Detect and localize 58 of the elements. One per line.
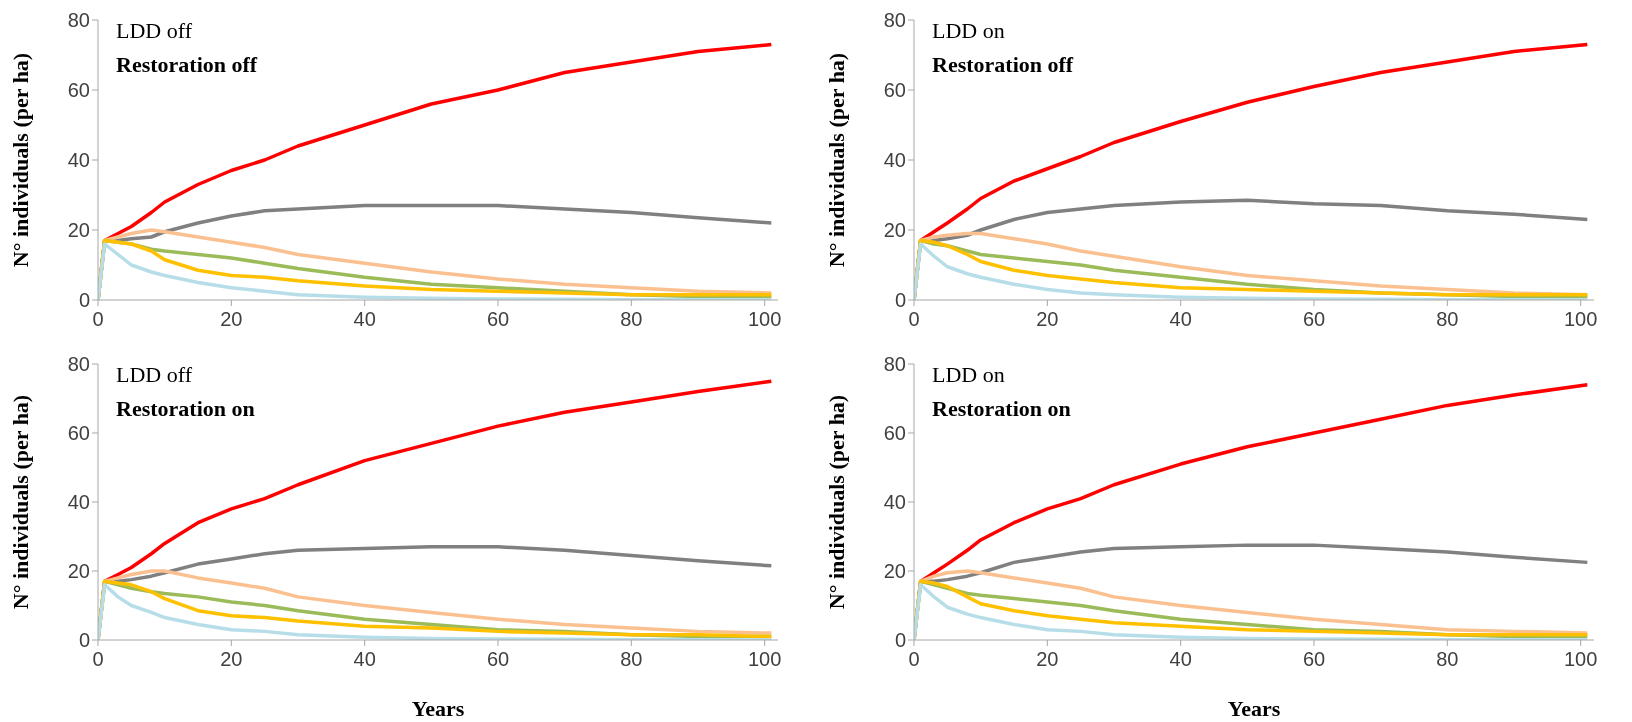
y-tick-label: 60	[67, 79, 90, 102]
y-axis-title: N° individuals (per ha)	[7, 52, 33, 268]
y-tick-label: 40	[883, 149, 906, 172]
y-tick-label: 0	[894, 289, 906, 312]
x-axis-title: Years	[411, 696, 465, 721]
x-tick-label: 0	[92, 648, 104, 671]
annotation: Restoration on	[932, 396, 1071, 422]
y-tick-label: 80	[67, 353, 90, 376]
x-tick-label: 40	[353, 308, 376, 331]
y-axis-title: N° individuals (per ha)	[823, 52, 849, 268]
x-tick-label: 20	[1036, 308, 1059, 331]
x-tick-label: 100	[747, 648, 782, 671]
y-tick-label: 40	[883, 491, 906, 514]
x-tick-label: 60	[1302, 308, 1326, 331]
y-axis-title: N° individuals (per ha)	[7, 394, 33, 610]
y-tick-label: 80	[883, 9, 906, 32]
annotation: LDD on	[932, 18, 1006, 44]
y-tick-label: 0	[894, 629, 906, 652]
annotation: Restoration off	[932, 52, 1074, 78]
y-tick-label: 60	[67, 422, 90, 445]
annotation: Restoration on	[116, 396, 255, 422]
x-tick-label: 40	[1169, 308, 1192, 331]
x-tick-label: 100	[1563, 308, 1598, 331]
y-tick-label: 80	[883, 353, 906, 376]
y-tick-label: 0	[78, 289, 90, 312]
y-tick-label: 20	[883, 219, 906, 242]
x-tick-label: 40	[1169, 648, 1192, 671]
x-tick-label: 20	[220, 648, 243, 671]
x-tick-label: 60	[486, 308, 510, 331]
y-tick-label: 20	[67, 560, 90, 583]
x-tick-label: 80	[620, 308, 643, 331]
x-tick-label: 0	[92, 308, 104, 331]
y-tick-label: 60	[883, 422, 906, 445]
y-tick-label: 0	[78, 629, 90, 652]
x-tick-label: 100	[747, 308, 782, 331]
y-tick-label: 60	[883, 79, 906, 102]
x-tick-label: 80	[1436, 308, 1459, 331]
x-tick-label: 20	[220, 308, 243, 331]
x-tick-label: 80	[620, 648, 643, 671]
x-tick-label: 80	[1436, 648, 1459, 671]
annotation: LDD off	[116, 18, 193, 44]
x-tick-label: 100	[1563, 648, 1598, 671]
x-axis-title: Years	[1227, 696, 1281, 721]
annotation: Restoration off	[116, 52, 258, 78]
x-tick-label: 60	[486, 648, 510, 671]
x-tick-label: 0	[908, 308, 920, 331]
y-tick-label: 20	[883, 560, 906, 583]
y-tick-label: 80	[67, 9, 90, 32]
annotation: LDD off	[116, 362, 193, 388]
x-tick-label: 60	[1302, 648, 1326, 671]
y-axis-title: N° individuals (per ha)	[823, 394, 849, 610]
y-tick-label: 40	[67, 149, 90, 172]
y-tick-label: 40	[67, 491, 90, 514]
x-tick-label: 20	[1036, 648, 1059, 671]
y-tick-label: 20	[67, 219, 90, 242]
x-tick-label: 40	[353, 648, 376, 671]
x-tick-label: 0	[908, 648, 920, 671]
annotation: LDD on	[932, 362, 1006, 388]
